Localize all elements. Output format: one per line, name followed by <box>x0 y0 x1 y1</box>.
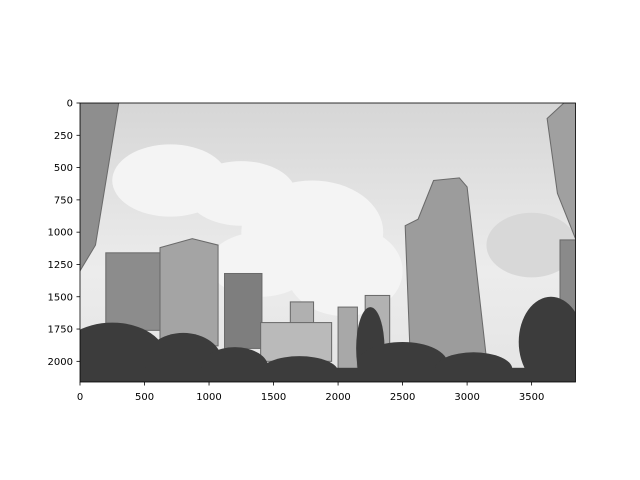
x-tick-label: 1500 <box>261 392 286 403</box>
y-tick-label: 2000 <box>48 357 73 368</box>
x-tick-label: 3500 <box>519 392 544 403</box>
x-tick-label: 2000 <box>325 392 350 403</box>
x-tick-label: 2500 <box>390 392 415 403</box>
x-tick-label: 1000 <box>196 392 221 403</box>
x-tick-label: 0 <box>77 392 83 403</box>
y-tick-label: 250 <box>54 131 73 142</box>
axes-frame <box>79 102 576 383</box>
y-tick-label: 500 <box>54 163 73 174</box>
x-tick-label: 500 <box>135 392 154 403</box>
y-tick-label: 1750 <box>48 325 73 336</box>
y-tick-label: 1250 <box>48 260 73 271</box>
y-tick-label: 750 <box>54 195 73 206</box>
image <box>80 103 576 382</box>
x-tick-label: 3000 <box>454 392 479 403</box>
y-tick-label: 1000 <box>48 228 73 239</box>
y-tick-label: 1500 <box>48 292 73 303</box>
y-tick-label: 0 <box>67 99 73 110</box>
